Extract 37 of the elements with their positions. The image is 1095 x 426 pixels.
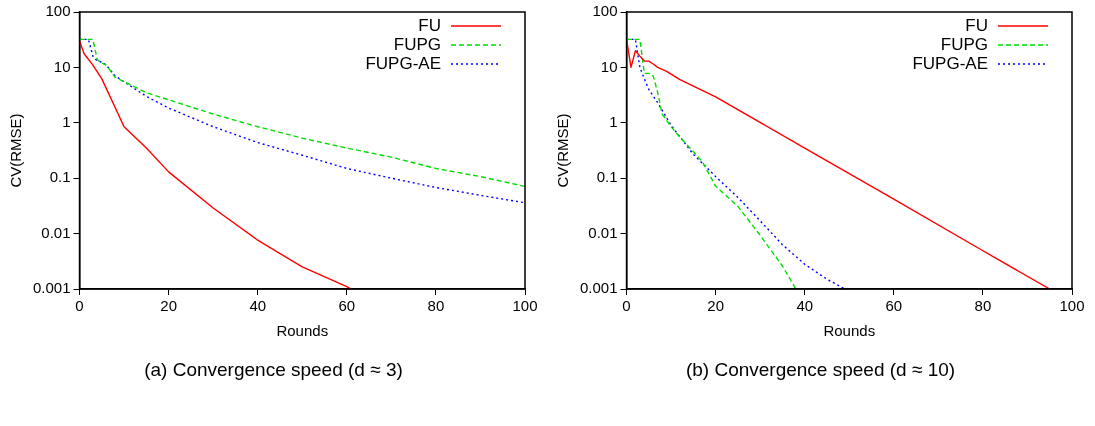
y-tick-label: 0.001 [579, 279, 618, 297]
x-axis-title: Rounds [276, 322, 329, 340]
x-tick-label: 80 [427, 297, 445, 315]
y-tick-label: 0.01 [41, 223, 71, 241]
y-tick-label: 10 [600, 57, 618, 75]
x-tick-label: 20 [160, 297, 177, 315]
x-tick-label: 100 [512, 297, 538, 315]
x-tick-label: 40 [249, 297, 267, 315]
x-axis-title: Rounds [823, 322, 876, 340]
legend-label: FUPG [393, 34, 441, 54]
legend-label: FUPG-AE [912, 53, 988, 73]
x-tick-label: 0 [75, 297, 84, 315]
x-tick-label: 20 [707, 297, 724, 315]
x-tick-label: 40 [796, 297, 814, 315]
y-tick-label: 0.1 [49, 168, 71, 186]
y-axis-title: CV(RMSE) [7, 113, 25, 188]
y-tick-label: 0.001 [32, 279, 71, 297]
text: (a) Convergence speed (d ≈ 3) [143, 359, 404, 381]
line-series [626, 38, 797, 289]
y-tick-label: 1 [609, 112, 618, 130]
y-tick-label: 10 [53, 57, 71, 75]
x-tick-label: 60 [338, 297, 356, 315]
legend-label: FU [418, 15, 441, 35]
legend-label: FU [965, 15, 988, 35]
legend-label: FUPG [940, 34, 988, 54]
y-tick-label: 1 [62, 112, 71, 130]
y-tick-label: 100 [592, 2, 618, 20]
legend-label: FUPG-AE [365, 53, 441, 73]
x-tick-label: 0 [622, 297, 631, 315]
text: (b) Convergence speed (d ≈ 10) [684, 359, 957, 381]
y-tick-label: 0.01 [588, 223, 618, 241]
x-tick-label: 100 [1059, 297, 1085, 315]
y-tick-label: 100 [45, 2, 71, 20]
y-tick-label: 0.1 [596, 168, 618, 186]
y-axis-title: CV(RMSE) [554, 113, 572, 188]
x-tick-label: 60 [885, 297, 903, 315]
x-tick-label: 80 [974, 297, 992, 315]
